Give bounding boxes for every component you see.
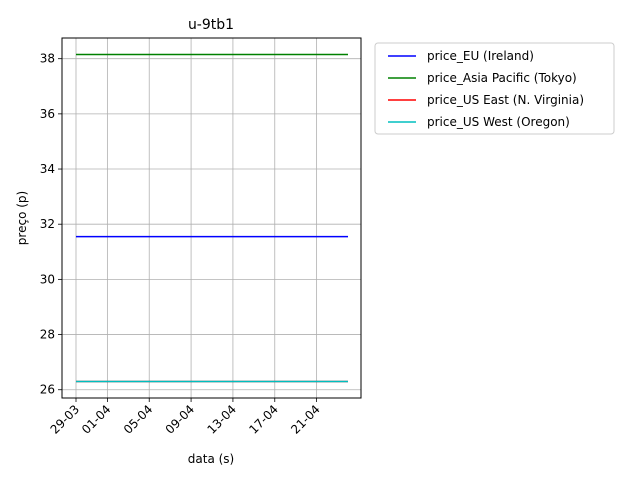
- legend-label: price_EU (Ireland): [427, 49, 534, 63]
- x-tick-label: 01-04: [79, 402, 114, 437]
- legend-label: price_US East (N. Virginia): [427, 93, 584, 107]
- y-tick-label: 34: [40, 162, 55, 176]
- legend: price_EU (Ireland) price_Asia Pacific (To…: [374, 42, 615, 135]
- plot-lines: [76, 53, 348, 383]
- x-tick-label: 09-04: [163, 402, 198, 437]
- legend-label: price_US West (Oregon): [427, 115, 570, 129]
- x-tick-label: 05-04: [121, 402, 156, 437]
- y-tick-label: 36: [40, 107, 55, 121]
- y-tick-label: 28: [40, 328, 55, 342]
- legend-frame: [374, 42, 615, 135]
- x-tick-label: 17-04: [246, 402, 281, 437]
- x-tick-label: 13-04: [204, 402, 239, 437]
- x-tick-label: 29-03: [48, 402, 83, 437]
- y-tick-label: 30: [40, 272, 55, 286]
- y-tick-label: 38: [40, 52, 55, 66]
- y-axis-label: preço (p): [15, 191, 29, 245]
- y-tick-label: 26: [40, 383, 55, 397]
- x-axis-label: data (s): [188, 452, 234, 466]
- plot-frame: [61, 37, 362, 399]
- x-tick-label: 21-04: [288, 402, 323, 437]
- y-tick-label: 32: [40, 217, 55, 231]
- chart-title: u-9tb1: [188, 17, 234, 33]
- legend-label: price_Asia Pacific (Tokyo): [427, 71, 577, 85]
- y-axis: 26 28 30 32 34 36 38: [40, 52, 62, 397]
- grid: [62, 38, 361, 398]
